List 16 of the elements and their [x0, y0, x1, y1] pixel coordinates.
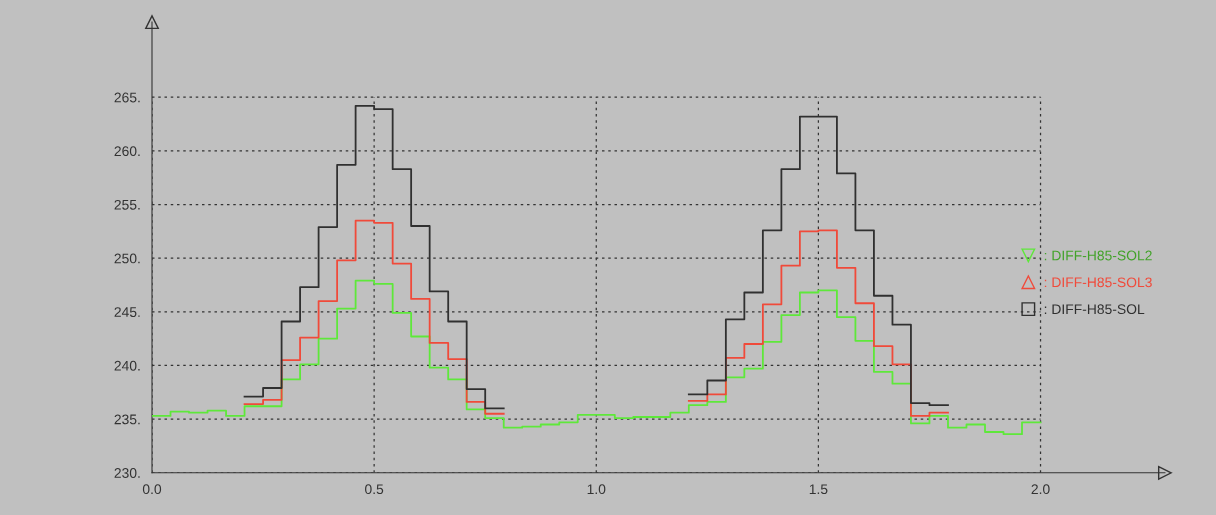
- legend-label: : DIFF-H85-SOL: [1044, 304, 1145, 315]
- y-tick-label: 240.: [114, 360, 140, 371]
- y-tick-label: 235.: [114, 414, 140, 425]
- y-tick-label: 265.: [114, 92, 140, 103]
- x-tick-label: 1.0: [587, 484, 606, 495]
- y-tick-label: 255.: [114, 199, 140, 210]
- x-tick-label: 0.0: [142, 484, 162, 495]
- y-tick-label: 260.: [114, 146, 140, 157]
- legend-label: : DIFF-H85-SOL2: [1044, 250, 1152, 261]
- x-tick-label: 2.0: [1031, 484, 1050, 495]
- legend-label: : DIFF-H85-SOL3: [1044, 277, 1152, 288]
- y-tick-label: 230.: [114, 468, 140, 478]
- x-tick-label: 0.5: [365, 484, 384, 495]
- y-tick-label: 245.: [114, 307, 140, 317]
- x-tick-label: 1.5: [809, 484, 828, 495]
- y-tick-label: 250.: [114, 253, 140, 264]
